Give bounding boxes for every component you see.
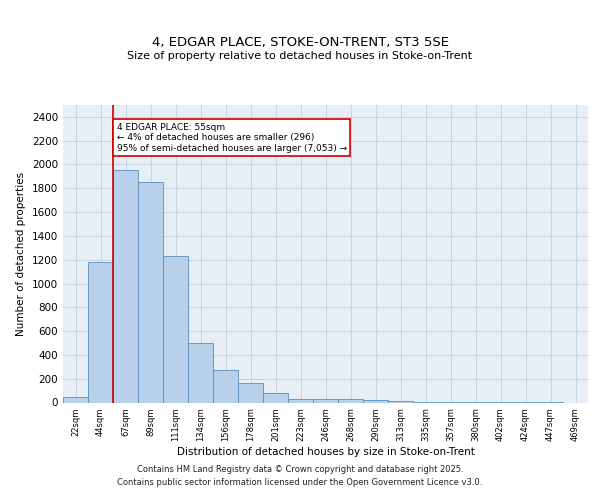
Bar	[288, 399, 313, 402]
Bar	[388, 400, 413, 402]
Bar	[63, 396, 88, 402]
Bar	[213, 370, 238, 402]
Bar	[163, 256, 188, 402]
Text: Contains HM Land Registry data © Crown copyright and database right 2025.: Contains HM Land Registry data © Crown c…	[137, 466, 463, 474]
Text: Contains public sector information licensed under the Open Government Licence v3: Contains public sector information licen…	[118, 478, 482, 487]
Y-axis label: Number of detached properties: Number of detached properties	[16, 172, 26, 336]
Bar	[338, 399, 363, 402]
Bar	[238, 384, 263, 402]
Text: 4 EDGAR PLACE: 55sqm
← 4% of detached houses are smaller (296)
95% of semi-detac: 4 EDGAR PLACE: 55sqm ← 4% of detached ho…	[117, 123, 347, 152]
Bar	[88, 262, 113, 402]
Bar	[263, 393, 288, 402]
Bar	[313, 399, 338, 402]
Bar	[138, 182, 163, 402]
Bar	[188, 343, 213, 402]
Text: 4, EDGAR PLACE, STOKE-ON-TRENT, ST3 5SE: 4, EDGAR PLACE, STOKE-ON-TRENT, ST3 5SE	[151, 36, 449, 49]
Text: Size of property relative to detached houses in Stoke-on-Trent: Size of property relative to detached ho…	[127, 51, 473, 61]
X-axis label: Distribution of detached houses by size in Stoke-on-Trent: Distribution of detached houses by size …	[176, 447, 475, 457]
Bar	[363, 400, 388, 402]
Bar	[113, 170, 138, 402]
